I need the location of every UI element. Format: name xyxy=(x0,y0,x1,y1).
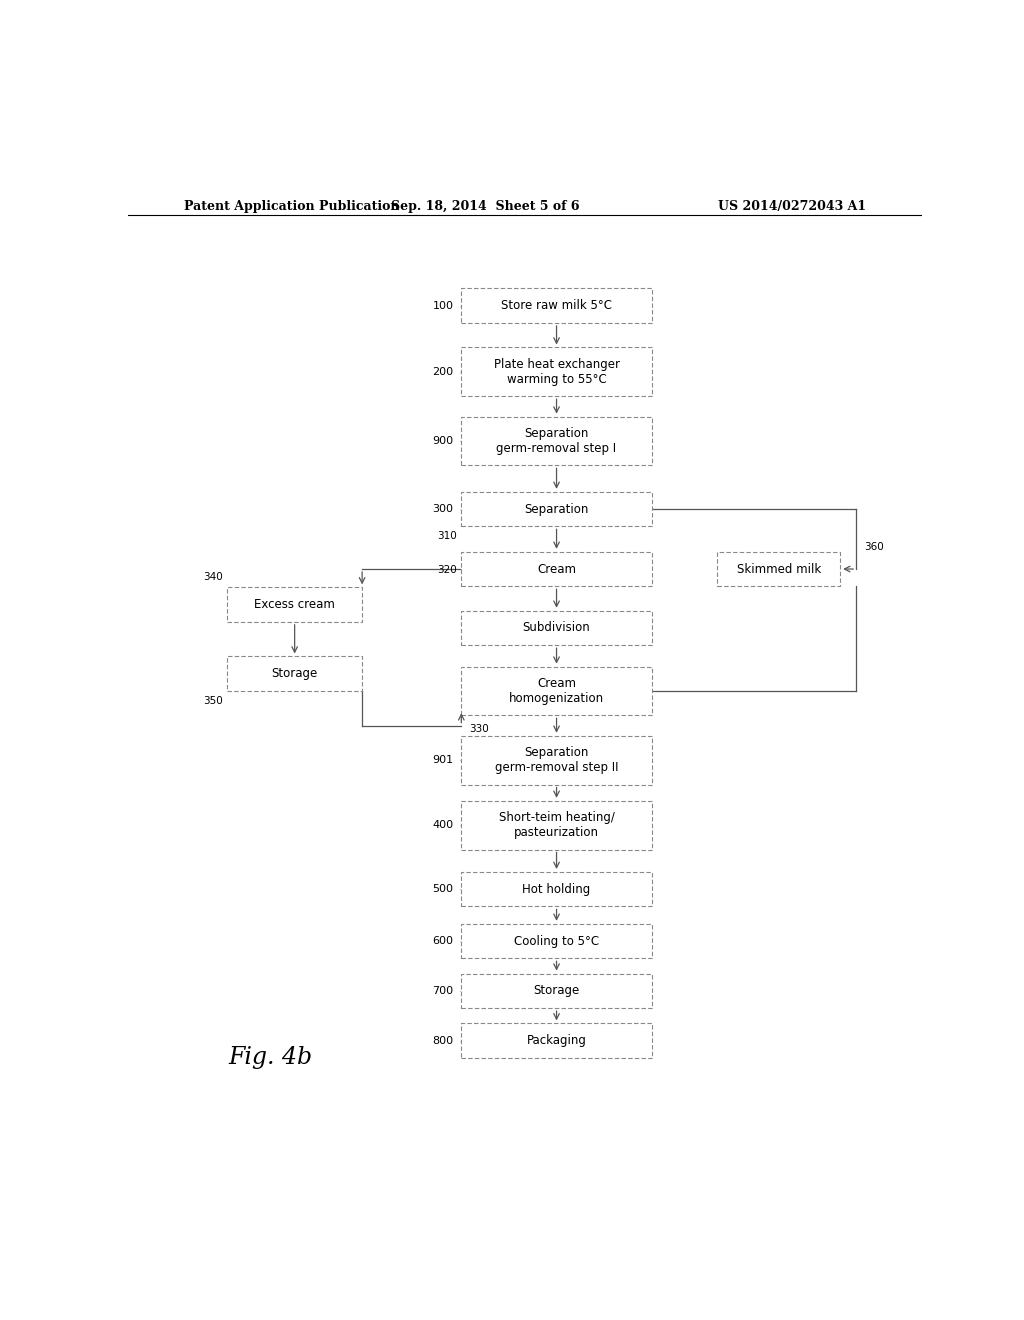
Bar xyxy=(462,417,652,466)
Text: Cream
homogenization: Cream homogenization xyxy=(509,677,604,705)
Text: 360: 360 xyxy=(864,541,884,552)
Text: 330: 330 xyxy=(469,723,489,734)
Text: Hot holding: Hot holding xyxy=(522,883,591,896)
Text: 100: 100 xyxy=(432,301,454,310)
Text: 350: 350 xyxy=(204,696,223,706)
Bar xyxy=(717,552,841,586)
Bar xyxy=(462,289,652,323)
Text: Cooling to 5°C: Cooling to 5°C xyxy=(514,935,599,948)
Text: 310: 310 xyxy=(437,532,458,541)
Text: Cream: Cream xyxy=(537,562,577,576)
Bar xyxy=(462,347,652,396)
Bar xyxy=(462,552,652,586)
Text: Storage: Storage xyxy=(534,985,580,998)
Text: Sep. 18, 2014  Sheet 5 of 6: Sep. 18, 2014 Sheet 5 of 6 xyxy=(391,199,580,213)
Text: 700: 700 xyxy=(432,986,454,995)
Bar xyxy=(462,667,652,715)
Text: Excess cream: Excess cream xyxy=(254,598,335,611)
Text: 900: 900 xyxy=(432,436,454,446)
Bar xyxy=(227,656,362,690)
Bar xyxy=(462,924,652,958)
Text: Separation
germ-removal step I: Separation germ-removal step I xyxy=(497,426,616,455)
Bar xyxy=(227,587,362,622)
Text: Separation
germ-removal step II: Separation germ-removal step II xyxy=(495,746,618,774)
Bar xyxy=(462,801,652,850)
Text: Plate heat exchanger
warming to 55°C: Plate heat exchanger warming to 55°C xyxy=(494,358,620,385)
Text: 300: 300 xyxy=(432,504,454,513)
Text: Patent Application Publication: Patent Application Publication xyxy=(183,199,399,213)
Text: 320: 320 xyxy=(437,565,458,576)
Text: Short-teim heating/
pasteurization: Short-teim heating/ pasteurization xyxy=(499,812,614,840)
Bar xyxy=(462,974,652,1008)
Bar xyxy=(462,611,652,645)
Text: 600: 600 xyxy=(432,936,454,946)
Text: Packaging: Packaging xyxy=(526,1034,587,1047)
Text: Skimmed milk: Skimmed milk xyxy=(736,562,821,576)
Text: Separation: Separation xyxy=(524,503,589,516)
Bar xyxy=(462,492,652,527)
Text: Fig. 4b: Fig. 4b xyxy=(228,1047,313,1069)
Text: 800: 800 xyxy=(432,1036,454,1045)
Text: 500: 500 xyxy=(432,884,454,894)
Bar xyxy=(462,735,652,784)
Text: 901: 901 xyxy=(432,755,454,766)
Bar xyxy=(462,873,652,907)
Text: US 2014/0272043 A1: US 2014/0272043 A1 xyxy=(718,199,866,213)
Text: Storage: Storage xyxy=(271,667,317,680)
Text: Store raw milk 5°C: Store raw milk 5°C xyxy=(501,300,612,313)
Text: 340: 340 xyxy=(204,573,223,582)
Text: 200: 200 xyxy=(432,367,454,376)
Text: Subdivision: Subdivision xyxy=(522,622,591,635)
Text: 400: 400 xyxy=(432,820,454,830)
Bar xyxy=(462,1023,652,1057)
